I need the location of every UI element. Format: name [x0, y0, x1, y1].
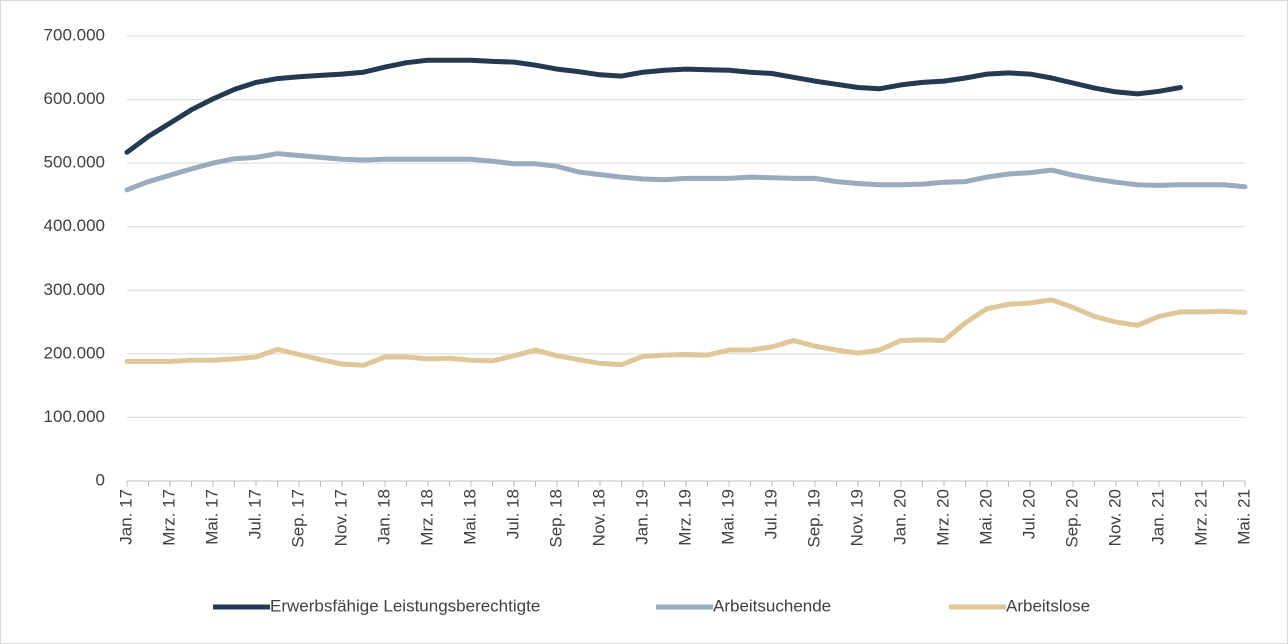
legend-label: Erwerbsfähige Leistungsberechtigte — [270, 596, 540, 615]
y-tick-label: 100.000 — [44, 407, 105, 426]
legend-label: Arbeitsuchende — [713, 596, 831, 615]
x-tick-label: Nov. 18 — [589, 489, 608, 546]
y-tick-label: 300.000 — [44, 280, 105, 299]
series-line — [124, 151, 1248, 193]
x-tick-label: Mai. 17 — [202, 489, 221, 545]
x-tick-label: Jul. 18 — [503, 489, 522, 539]
x-tick-label: Mrz. 17 — [159, 489, 178, 546]
x-tick-label: Jul. 19 — [761, 489, 780, 539]
x-tick-label: Sep. 19 — [804, 489, 823, 548]
y-tick-label: 200.000 — [44, 343, 105, 362]
legend-label: Arbeitslose — [1006, 596, 1090, 615]
x-tick-label: Mai. 21 — [1234, 489, 1253, 545]
x-tick-label: Jul. 17 — [245, 489, 264, 539]
x-tick-label: Mrz. 18 — [417, 489, 436, 546]
x-tick-label: Mai. 19 — [718, 489, 737, 545]
x-tick-label: Jul. 20 — [1019, 489, 1038, 539]
x-tick-label: Sep. 18 — [546, 489, 565, 548]
x-tick-label: Jan. 21 — [1148, 489, 1167, 545]
x-tick-label: Nov. 19 — [847, 489, 866, 546]
x-tick-label: Jan. 20 — [890, 489, 909, 545]
x-tick-label: Nov. 20 — [1105, 489, 1124, 546]
y-tick-label: 700.000 — [44, 25, 105, 44]
x-tick-label: Jan. 18 — [374, 489, 393, 545]
x-tick-label: Jan. 19 — [632, 489, 651, 545]
y-tick-label: 500.000 — [44, 153, 105, 172]
y-tick-label: 600.000 — [44, 89, 105, 108]
x-tick-label: Jan. 17 — [116, 489, 135, 545]
x-tick-label: Sep. 20 — [1062, 489, 1081, 548]
x-tick-label: Mai. 20 — [976, 489, 995, 545]
series-line — [124, 57, 1183, 155]
x-tick-label: Sep. 17 — [288, 489, 307, 548]
x-tick-label: Mai. 18 — [460, 489, 479, 545]
x-tick-label: Mrz. 21 — [1191, 489, 1210, 546]
series-line — [124, 297, 1248, 368]
y-tick-label: 400.000 — [44, 216, 105, 235]
x-tick-label: Mrz. 20 — [933, 489, 952, 546]
x-tick-label: Nov. 17 — [331, 489, 350, 546]
x-tick-label: Mrz. 19 — [675, 489, 694, 546]
y-tick-label: 0 — [96, 470, 105, 489]
